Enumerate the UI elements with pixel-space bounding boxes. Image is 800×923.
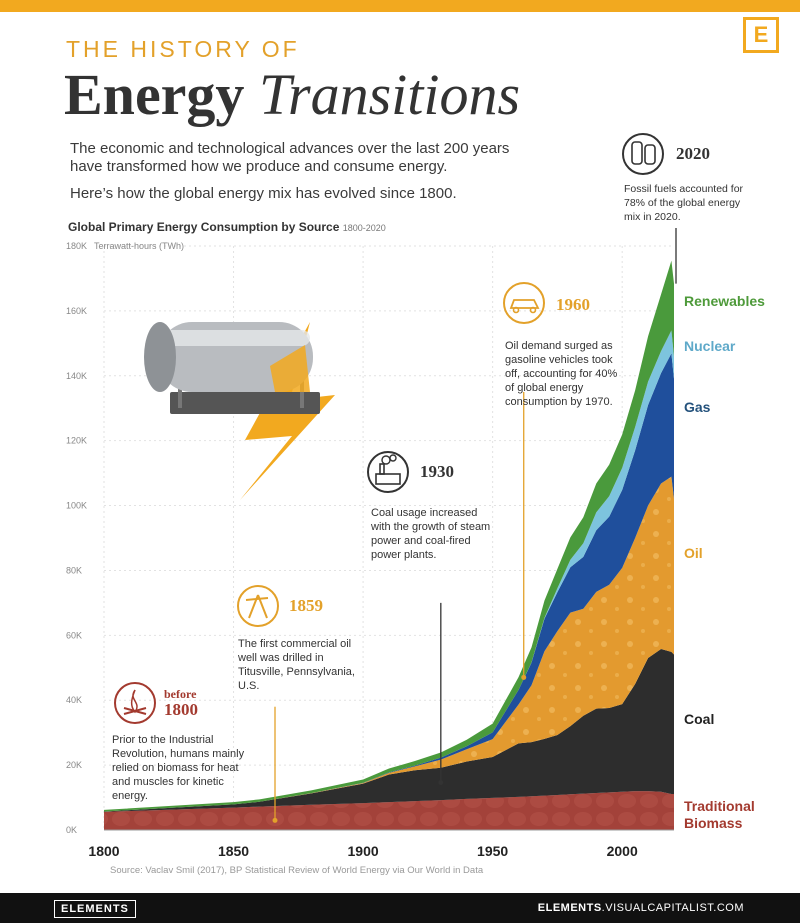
x-tick-label: 1850	[218, 843, 249, 859]
anno-1930-text: Coal usage increased with the growth of …	[371, 507, 491, 561]
anno-1800-year: 1800	[164, 700, 198, 719]
anno-1859-year: 1859	[289, 596, 323, 615]
footer-site: ELEMENTS.VISUALCAPITALIST.COM	[538, 902, 744, 914]
campfire-icon	[114, 682, 156, 724]
footer-logo: ELEMENTS	[54, 900, 136, 918]
source-note: Source: Vaclav Smil (2017), BP Statistic…	[110, 865, 484, 876]
chart-title: Global Primary Energy Consumption by Sou…	[68, 220, 386, 234]
anno-1960-text: Oil demand surged as gasoline vehicles t…	[505, 340, 618, 408]
y-tick-label: 160K	[66, 306, 87, 316]
fuel-barrels-icon	[622, 133, 664, 175]
anno-line-1960-dot	[521, 674, 527, 680]
car-icon	[503, 282, 545, 324]
y-tick-label: 20K	[66, 760, 82, 770]
title-kicker: THE HISTORY OF	[66, 36, 300, 62]
anno-1800-text: Prior to the Industrial Revolution, huma…	[112, 734, 245, 802]
anno-1930-year: 1930	[420, 462, 454, 481]
top-accent-bar	[0, 0, 800, 12]
footer-site-bold: ELEMENTS	[537, 902, 602, 914]
chart-title-range: 1800-2020	[342, 223, 386, 233]
intro-paragraph-2: Here’s how the global energy mix has evo…	[70, 185, 457, 202]
series-label-renewables: Renewables	[684, 293, 765, 309]
anno-2020-year: 2020	[676, 144, 710, 163]
chart-areas	[104, 260, 674, 830]
y-tick-label: 60K	[66, 630, 82, 640]
x-tick-label: 2000	[607, 843, 638, 859]
footer-bar: ELEMENTS ELEMENTS.VISUALCAPITALIST.COM	[0, 893, 800, 923]
area-oil-texture	[104, 476, 674, 812]
series-label-nuclear: Nuclear	[684, 338, 736, 354]
chart-axes: 0K 20K 40K 60K 80K 100K 120K 140K 160K 180K Terraw…	[66, 241, 674, 859]
x-tick-label: 1800	[88, 843, 119, 859]
y-axis-label: Terrawatt-hours (TWh)	[94, 241, 184, 251]
y-tick-label: 100K	[66, 501, 87, 511]
chart-title-text: Global Primary Energy Consumption by Sou…	[68, 220, 340, 234]
x-tick-label: 1950	[477, 843, 508, 859]
factory-icon	[367, 451, 409, 493]
x-tick-label: 1900	[348, 843, 379, 859]
anno-2020-text: Fossil fuels accounted for 78% of the gl…	[624, 183, 744, 223]
series-label-gas: Gas	[684, 399, 711, 415]
area-coal	[104, 648, 674, 812]
anno-1960-year: 1960	[556, 295, 590, 314]
series-label-coal: Coal	[684, 711, 715, 727]
oil-derrick-icon	[237, 585, 279, 627]
tank-lightning-illustration	[144, 322, 335, 500]
anno-line-1859-dot	[272, 817, 278, 823]
page-title: Energy Transitions	[64, 60, 520, 130]
anno-1800-pre: before	[164, 687, 197, 701]
y-tick-label: 120K	[66, 436, 87, 446]
area-biomass-texture	[104, 791, 674, 830]
y-tick-label: 140K	[66, 371, 87, 381]
footer-site-rest: .VISUALCAPITALIST.COM	[601, 902, 744, 914]
y-tick-label: 40K	[66, 695, 82, 705]
anno-1859-text: The first commercial oil well was drille…	[238, 638, 355, 692]
anno-line-1930-dot	[438, 779, 444, 785]
title-word-transitions: Transitions	[258, 62, 521, 127]
series-label-biomass: Traditional Biomass	[684, 798, 755, 831]
y-tick-label: 180K	[66, 241, 87, 251]
title-word-energy: Energy	[64, 62, 245, 127]
publisher-badge: E	[743, 17, 779, 53]
annotation-lines	[272, 228, 677, 823]
y-tick-label: 80K	[66, 565, 82, 575]
intro-paragraph: The economic and technological advances …	[70, 140, 510, 175]
y-tick-label: 0K	[66, 825, 77, 835]
series-label-oil: Oil	[684, 545, 703, 561]
